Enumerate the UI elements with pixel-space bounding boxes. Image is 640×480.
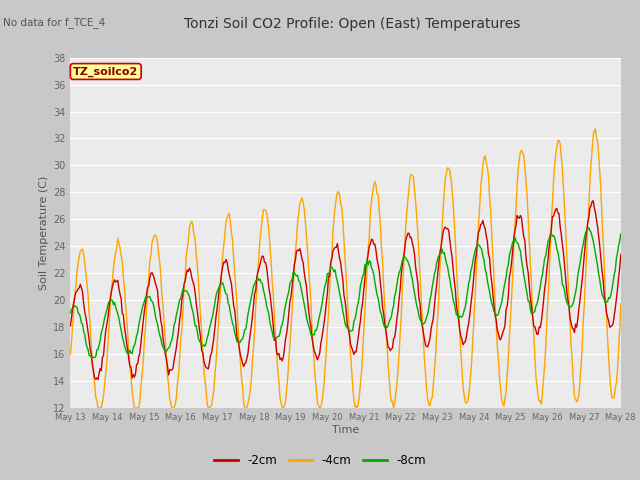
Y-axis label: Soil Temperature (C): Soil Temperature (C) bbox=[39, 176, 49, 290]
Text: TZ_soilco2: TZ_soilco2 bbox=[73, 66, 138, 77]
X-axis label: Time: Time bbox=[332, 425, 359, 434]
Legend: -2cm, -4cm, -8cm: -2cm, -4cm, -8cm bbox=[209, 449, 431, 472]
Text: No data for f_TCE_4: No data for f_TCE_4 bbox=[3, 17, 106, 28]
Text: Tonzi Soil CO2 Profile: Open (East) Temperatures: Tonzi Soil CO2 Profile: Open (East) Temp… bbox=[184, 17, 520, 31]
